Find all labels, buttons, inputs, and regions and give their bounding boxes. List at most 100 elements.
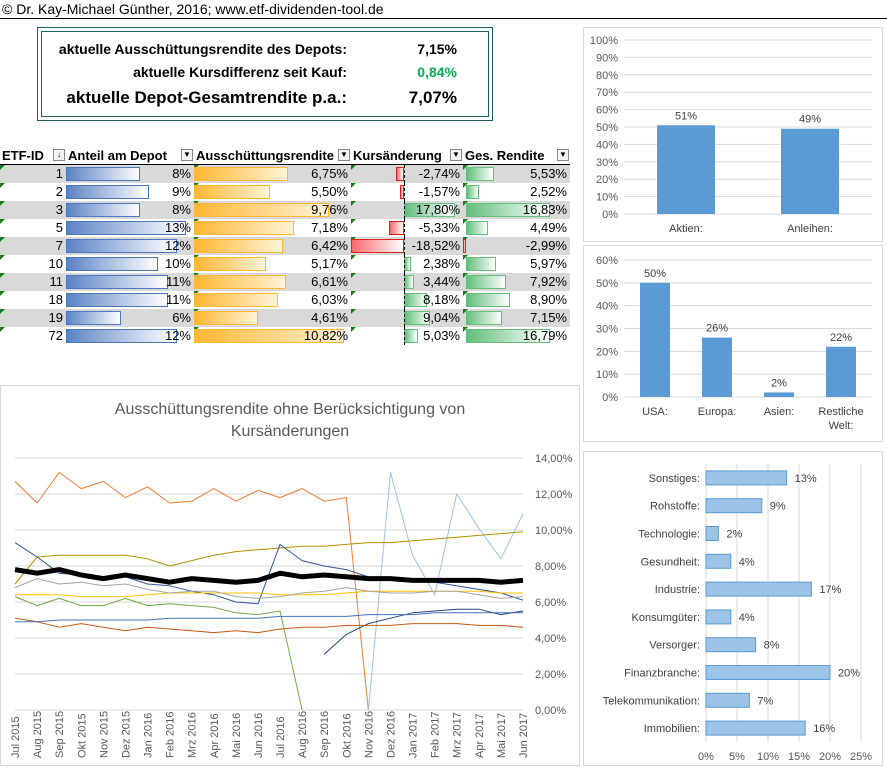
table-row[interactable]: 5 13% 7,18% -5,33% 4,49%	[0, 219, 570, 237]
yield-value: 6,61%	[311, 274, 348, 289]
series-line	[14, 578, 524, 599]
series-line	[14, 567, 524, 585]
etf-id: 19	[48, 310, 63, 325]
bar	[705, 526, 719, 541]
y-tick-label: 50%	[596, 122, 618, 134]
bar	[764, 392, 794, 397]
table-row[interactable]: 2 9% 5,50% -1,57% 2,52%	[0, 183, 570, 201]
table-row[interactable]: 18 11% 6,03% 8,18% 8,90%	[0, 291, 570, 309]
y-tick-label: Telekommunikation:	[603, 695, 700, 707]
x-tick-label: Jul 2016	[275, 716, 287, 758]
total-return-value: 7,07%	[408, 88, 457, 107]
price-change-databar	[400, 185, 404, 199]
share-value: 6%	[172, 310, 191, 325]
price-change-databar	[404, 275, 414, 289]
price-change-value: -18,52%	[411, 238, 460, 253]
asset-class-chart-panel: 0% 10% 20% 30% 40% 50% 60% 70% 80% 90% 100% 51% Akti…	[583, 27, 883, 242]
region-bar-chart: 0% 10% 20% 30% 40% 50% 60% 50% USA: 26% Europa: 2% A…	[596, 255, 872, 432]
data-label: 2%	[771, 377, 787, 389]
data-label: 20%	[838, 668, 860, 680]
table-row[interactable]: 10 10% 5,17% 2,38% 5,97%	[0, 255, 570, 273]
filter-dropdown-icon[interactable]: ▼	[450, 149, 462, 161]
region-chart-panel: 0% 10% 20% 30% 40% 50% 60% 50% USA: 26% Europa: 2% A…	[583, 245, 883, 442]
yield-value: 10,82%	[303, 328, 348, 343]
series-line	[15, 612, 523, 623]
table-row[interactable]: 19 6% 4,61% 9,04% 7,15%	[0, 309, 570, 327]
bar	[705, 665, 831, 680]
share-databar	[66, 275, 168, 289]
price-change-databar	[351, 239, 404, 253]
yield-value: 5,17%	[311, 256, 348, 271]
price-change-databar	[404, 257, 411, 271]
yield-databar	[194, 239, 283, 253]
x-tick-label: Mrz 2017	[452, 712, 464, 758]
x-tick-label: 25%	[850, 751, 872, 763]
series-line	[367, 471, 524, 711]
col-etf-id[interactable]: ETF-ID ↓	[0, 146, 66, 165]
etf-id: 3	[55, 202, 63, 217]
price-change-value: 5,03%	[423, 328, 460, 343]
total-return-value: 16,83%	[522, 202, 567, 217]
yield-databar	[194, 293, 278, 307]
table-row[interactable]: 7 12% 6,42% -18,52% -2,99%	[0, 237, 570, 255]
yield-databar	[194, 257, 266, 271]
series-line	[14, 471, 369, 711]
bar	[705, 720, 806, 736]
col-ges-rendite[interactable]: Ges. Rendite ▼	[463, 146, 570, 165]
y-tick-label: 4,00%	[535, 633, 566, 645]
share-value: 11%	[165, 292, 191, 307]
total-return-value: 7,92%	[530, 274, 567, 289]
filter-icon[interactable]: ▼	[181, 149, 193, 161]
share-databar	[66, 329, 177, 343]
share-databar	[66, 311, 121, 325]
yield-value: 5,50%	[311, 184, 348, 199]
total-return-databar	[466, 257, 496, 271]
price-change-value: -2,74%	[418, 166, 460, 181]
data-label: 8%	[764, 640, 780, 652]
filter-dropdown-icon[interactable]: ▼	[557, 149, 569, 161]
yield-databar	[194, 203, 329, 217]
sector-bar-chart: 0% 5% 10% 15% 20% 25% Sonstiges: 13% Rohstoffe: 9…	[603, 464, 872, 763]
distribution-yield-value: 7,15%	[417, 41, 457, 57]
y-tick-label: 12,00%	[535, 489, 573, 501]
total-return-databar	[466, 311, 502, 325]
table-row[interactable]: 1 8% 6,75% -2,74% 5,53%	[0, 164, 570, 183]
col-ausschuettung[interactable]: Ausschüttungsrendite ▼	[194, 146, 351, 165]
summary-row-price-diff: aktuelle Kursdifferenz seit Kauf: 0,84%	[38, 64, 492, 84]
x-tick-label: Aug 2015	[32, 711, 44, 758]
series-line	[14, 596, 303, 711]
x-tick-label: Restliche Welt:	[818, 406, 863, 432]
table-row[interactable]: 72 12% 10,82% 5,03% 16,79%	[0, 327, 570, 345]
bar	[705, 637, 757, 653]
x-tick-label: 5%	[729, 751, 745, 763]
price-change-value: 17,80%	[415, 202, 460, 217]
x-tick-label: Jun 2016	[253, 713, 265, 758]
y-tick-label: 20%	[596, 346, 618, 358]
filter-dropdown-icon[interactable]: ▼	[338, 149, 350, 161]
table-row[interactable]: 11 11% 6,61% 3,44% 7,92%	[0, 273, 570, 291]
x-tick-label: Mai 2017	[496, 713, 508, 758]
yield-databar	[194, 185, 270, 199]
y-tick-label: 90%	[596, 52, 618, 64]
y-tick-label: Versorger:	[649, 640, 700, 652]
bar	[781, 128, 839, 214]
table-row[interactable]: 3 8% 9,76% 17,80% 16,83%	[0, 201, 570, 219]
bar	[826, 346, 856, 397]
data-label: 17%	[819, 584, 841, 596]
sort-filter-icon[interactable]: ↓	[53, 149, 65, 161]
x-tick-label: Apr 2016	[209, 713, 221, 758]
bar	[657, 125, 715, 214]
total-return-value: 4,49%	[530, 220, 567, 235]
y-tick-label: 60%	[596, 255, 618, 267]
x-tick-label: Dez 2015	[120, 711, 132, 758]
data-label: 50%	[644, 268, 666, 280]
etf-id: 7	[55, 238, 63, 253]
col-anteil[interactable]: Anteil am Depot ▼	[66, 146, 194, 165]
y-tick-label: 8,00%	[535, 561, 566, 573]
total-return-value: 7,15%	[530, 310, 567, 325]
col-kursaenderung[interactable]: Kursänderung ▼	[351, 146, 463, 165]
x-tick-label: USA:	[642, 406, 668, 418]
y-tick-label: 70%	[596, 87, 618, 99]
bar	[705, 498, 763, 514]
bar	[640, 282, 670, 397]
